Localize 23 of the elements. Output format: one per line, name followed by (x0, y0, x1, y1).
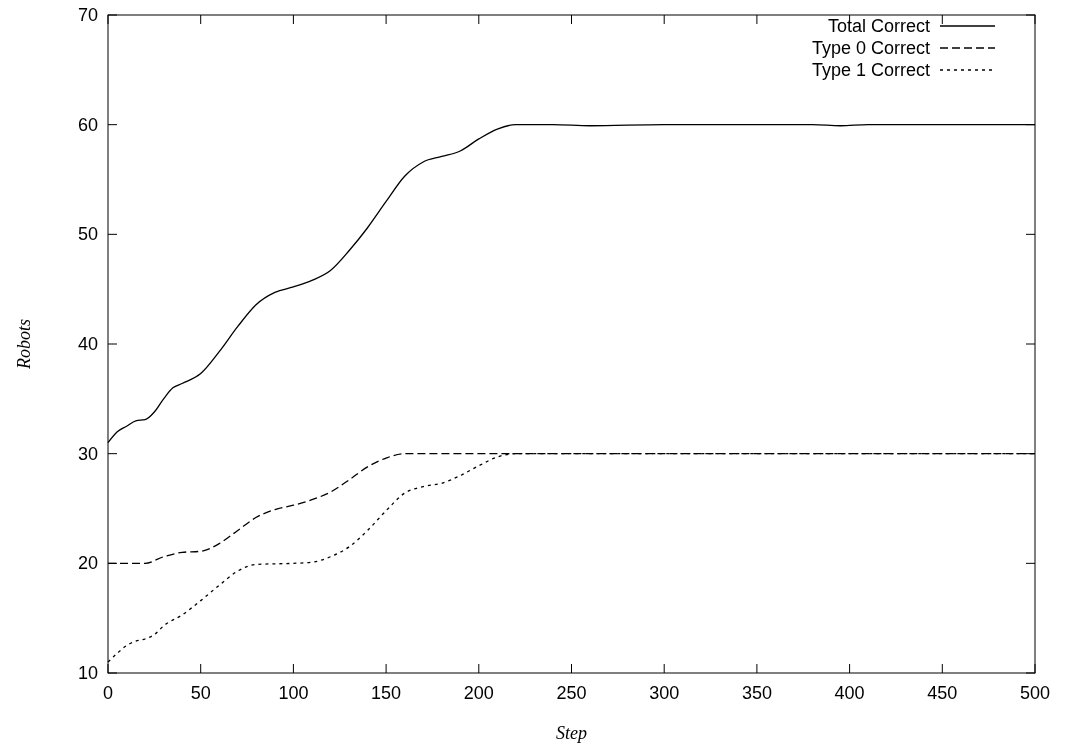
x-tick-label: 100 (278, 683, 309, 703)
x-tick-label: 450 (927, 683, 958, 703)
y-tick-label: 30 (77, 443, 98, 464)
x-tick-label: 250 (556, 683, 587, 703)
y-axis-title: Robots (14, 318, 34, 371)
x-tick-label: 200 (463, 683, 494, 703)
x-axis-title: Step (556, 723, 587, 743)
x-tick-label: 300 (649, 683, 680, 703)
x-tick-label: 350 (741, 683, 772, 703)
y-tick-label: 50 (77, 224, 98, 245)
x-tick-label: 150 (371, 683, 402, 703)
legend-label: Type 1 Correct (811, 60, 930, 80)
x-tick-label: 500 (1019, 683, 1051, 703)
y-tick-label: 10 (77, 663, 98, 683)
x-tick-label: 400 (834, 683, 865, 703)
y-tick-label: 20 (77, 553, 98, 574)
y-tick-label: 60 (77, 114, 98, 135)
y-tick-label: 40 (77, 334, 98, 354)
x-tick-label: 50 (190, 683, 211, 703)
y-tick-label: 70 (77, 5, 98, 25)
x-tick-label: 0 (102, 683, 114, 703)
legend-label: Type 0 Correct (811, 38, 930, 58)
legend-label: Total Correct (827, 16, 930, 36)
